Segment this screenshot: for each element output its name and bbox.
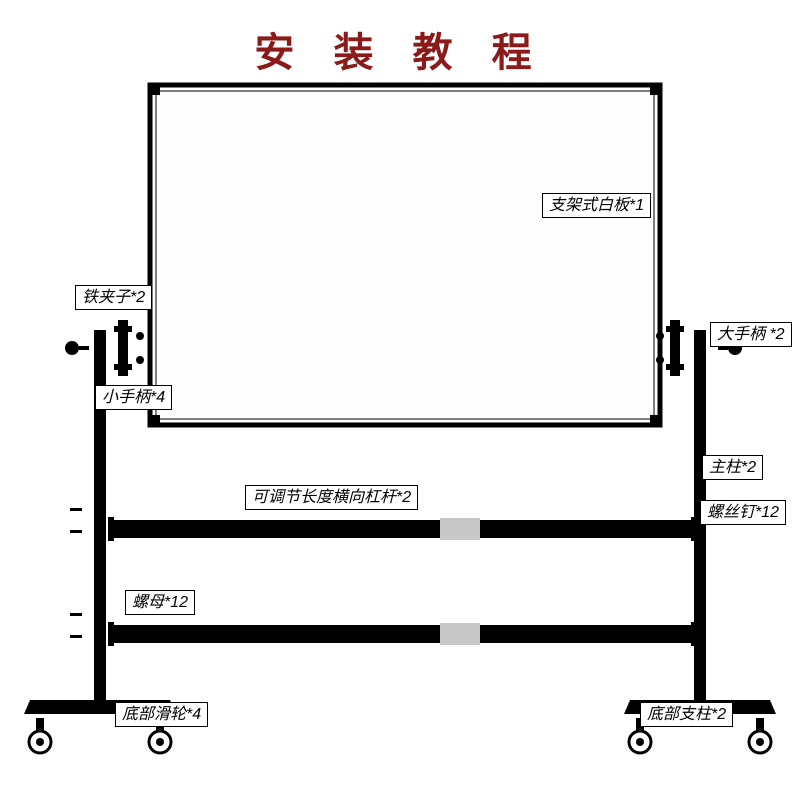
label-nut: 螺母*12 xyxy=(125,590,195,615)
label-whiteboard: 支架式白板*1 xyxy=(542,193,651,218)
diagram-stage: 安 装 教 程 支架式白板*1铁夹子*2小手柄*4大手柄 *2主柱*2可调节长度… xyxy=(0,0,800,800)
label-caster: 底部滑轮*4 xyxy=(115,702,208,727)
label-crossbar: 可调节长度横向杠杆*2 xyxy=(245,485,418,510)
label-iron_clip: 铁夹子*2 xyxy=(75,285,152,310)
label-small_handle: 小手柄*4 xyxy=(95,385,172,410)
label-screw: 螺丝钉*12 xyxy=(700,500,786,525)
label-main_post: 主柱*2 xyxy=(702,455,763,480)
label-big_handle: 大手柄 *2 xyxy=(710,322,792,347)
label-foot_post: 底部支柱*2 xyxy=(640,702,733,727)
